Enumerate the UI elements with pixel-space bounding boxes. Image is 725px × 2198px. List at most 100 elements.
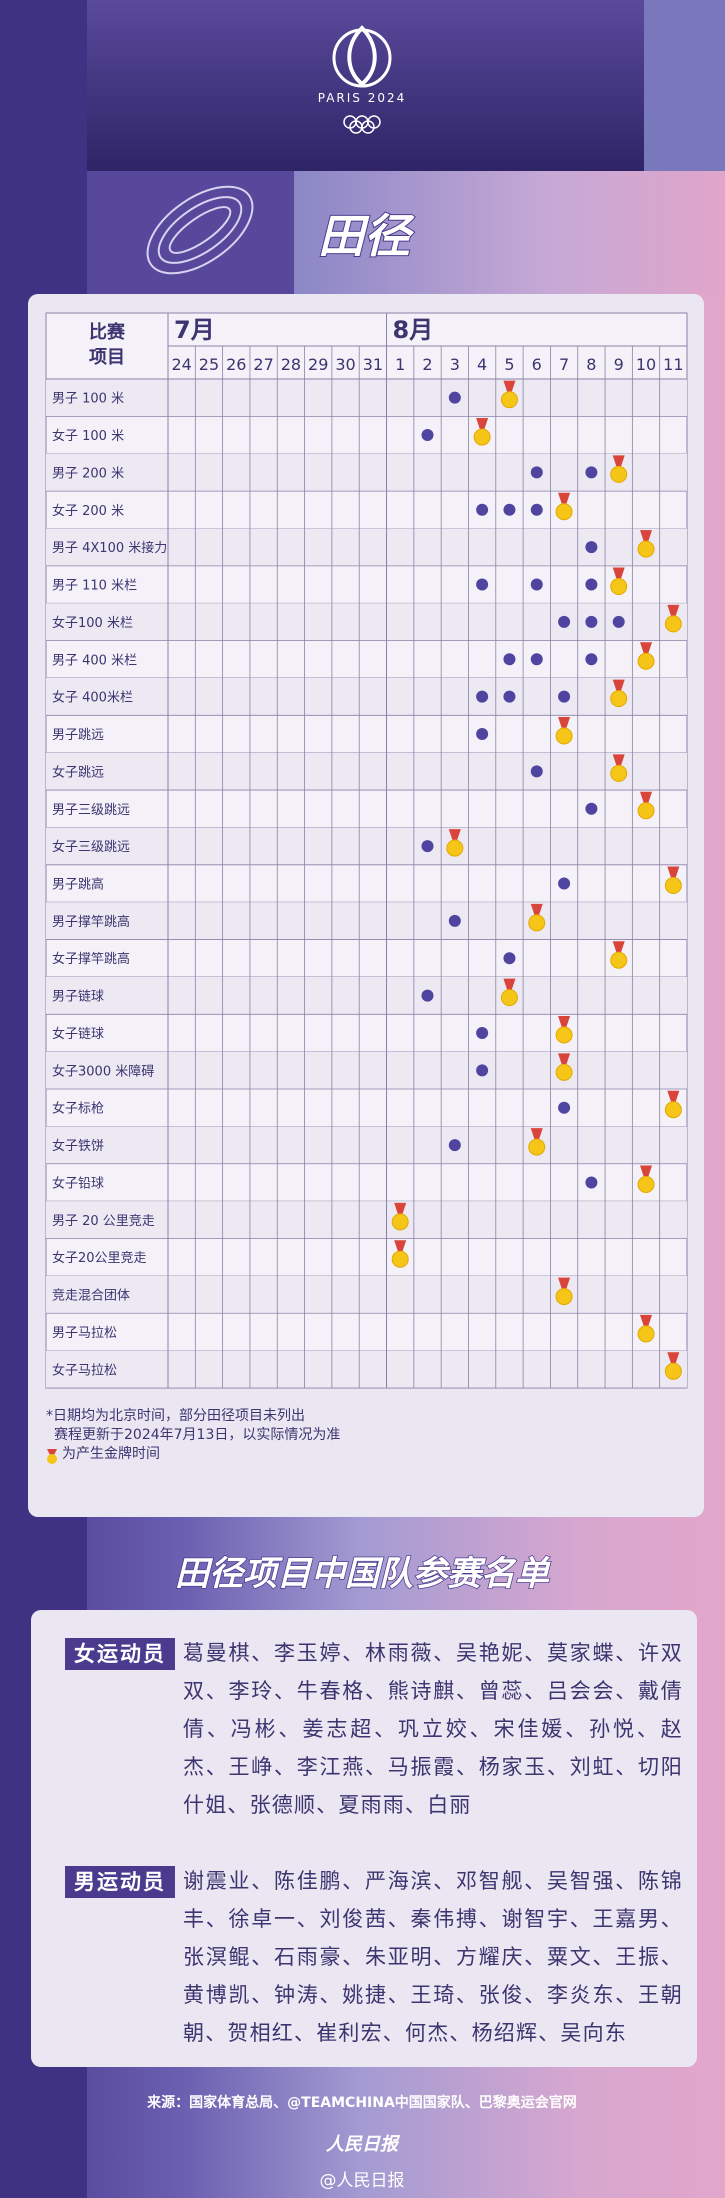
medal-ribbon bbox=[640, 1314, 653, 1327]
row-bg bbox=[46, 528, 687, 566]
medal bbox=[664, 1090, 682, 1119]
event-name: 男子撑竿跳高 bbox=[52, 914, 130, 930]
day-label: 2 bbox=[422, 355, 432, 374]
event-name: 女子20公里竞走 bbox=[52, 1250, 147, 1266]
medal bbox=[555, 492, 573, 521]
round-dot bbox=[476, 690, 489, 703]
source: 来源：国家体育总局、@TEAMCHINA中国国家队、巴黎奥运会官网 bbox=[146, 2094, 577, 2111]
group-names: 谢震业、陈佳鹏、严海滨、邓智舰、吴智强、陈锦丰、徐卓一、刘俊茜、秦伟搏、谢智宇、… bbox=[183, 1869, 683, 2045]
row-bg bbox=[46, 752, 687, 791]
medal-disc bbox=[664, 1101, 682, 1119]
row-bg bbox=[46, 827, 687, 865]
day-label: 10 bbox=[636, 355, 656, 374]
month-label: 7月 bbox=[174, 316, 215, 344]
round-dot bbox=[476, 503, 489, 516]
day-label: 31 bbox=[363, 355, 383, 374]
day-label: 5 bbox=[504, 355, 514, 374]
medal-ribbon bbox=[558, 492, 571, 505]
row-bg bbox=[46, 1350, 687, 1388]
event-name: 女子 100 米 bbox=[52, 428, 124, 444]
medal bbox=[637, 642, 655, 670]
round-dot bbox=[421, 989, 434, 1002]
day-label: 26 bbox=[226, 355, 246, 374]
medal-ribbon bbox=[640, 791, 653, 804]
medal-disc bbox=[528, 914, 546, 932]
corner-label: 项目 bbox=[89, 347, 125, 368]
event-name: 女子三级跳远 bbox=[52, 839, 130, 855]
track-icon bbox=[146, 185, 254, 275]
title: 田径 bbox=[318, 209, 415, 263]
olympic-rings bbox=[343, 115, 381, 134]
medal bbox=[555, 1015, 573, 1044]
event-name: 男子 200 米 bbox=[52, 466, 124, 481]
medal-disc bbox=[610, 465, 628, 483]
medal-disc bbox=[664, 876, 682, 894]
medal-disc bbox=[555, 1288, 573, 1306]
row-bg bbox=[46, 1051, 687, 1090]
medal-disc bbox=[500, 989, 518, 1007]
header-right bbox=[644, 0, 725, 171]
round-dot bbox=[503, 653, 516, 666]
event-name: 女子 400米栏 bbox=[52, 690, 133, 706]
day-label: 7 bbox=[559, 355, 569, 374]
event-name: 男子 20 公里竞走 bbox=[52, 1213, 155, 1229]
medal bbox=[637, 791, 655, 820]
medal-disc bbox=[47, 1453, 57, 1464]
medal bbox=[610, 455, 628, 483]
day-label: 1 bbox=[395, 355, 405, 374]
medal bbox=[610, 679, 628, 708]
day-label: 24 bbox=[171, 355, 191, 374]
round-dot bbox=[612, 615, 625, 628]
medal-disc bbox=[555, 1063, 573, 1081]
medal-ribbon bbox=[667, 866, 680, 879]
medal bbox=[610, 754, 628, 782]
roster-card bbox=[31, 1610, 697, 2067]
round-dot bbox=[476, 728, 489, 741]
round-dot bbox=[558, 615, 571, 628]
row-bg bbox=[46, 379, 687, 417]
event-name: 男子链球 bbox=[52, 990, 104, 1005]
medal-disc bbox=[500, 391, 518, 409]
medal-ribbon bbox=[640, 1165, 653, 1178]
medal-disc bbox=[637, 802, 655, 820]
medal-ribbon bbox=[612, 941, 625, 954]
medal bbox=[555, 717, 573, 745]
medal-ribbon bbox=[667, 1352, 680, 1365]
medal-ribbon bbox=[503, 978, 516, 991]
medal-disc bbox=[610, 764, 628, 782]
roster-title: 田径项目中国队参赛名单 bbox=[175, 1554, 551, 1594]
medal-disc bbox=[391, 1250, 409, 1268]
medal bbox=[664, 604, 682, 633]
medal-disc bbox=[391, 1213, 409, 1231]
footer-logo: 人民日报 bbox=[326, 2134, 401, 2155]
logo-ring bbox=[332, 28, 392, 88]
day-label: 28 bbox=[281, 355, 301, 374]
medal-ribbon bbox=[558, 1277, 571, 1290]
round-dot bbox=[421, 429, 434, 442]
title-band bbox=[294, 171, 725, 294]
medal-disc bbox=[637, 652, 655, 670]
day-label: 9 bbox=[614, 355, 624, 374]
event-name: 女子 200 米 bbox=[52, 503, 124, 519]
round-dot bbox=[503, 952, 516, 965]
medal bbox=[528, 903, 546, 932]
medal bbox=[664, 866, 682, 894]
month-label: 8月 bbox=[393, 316, 434, 344]
event-name: 男子三级跳远 bbox=[52, 803, 130, 818]
footer-account: @人民日报 bbox=[320, 2171, 405, 2191]
medal-ribbon bbox=[558, 717, 571, 730]
event-name: 男子 110 米栏 bbox=[52, 579, 137, 594]
event-name: 女子铅球 bbox=[52, 1175, 104, 1191]
medal-ribbon bbox=[476, 418, 489, 431]
medal bbox=[664, 1352, 682, 1380]
row-bg bbox=[46, 1275, 687, 1314]
note: 为产生金牌时间 bbox=[62, 1445, 160, 1462]
corner-label: 比赛 bbox=[89, 321, 126, 343]
event-name: 女子链球 bbox=[52, 1026, 104, 1042]
medal-ribbon bbox=[558, 1015, 571, 1028]
row-bg bbox=[46, 453, 687, 492]
round-dot bbox=[530, 653, 543, 666]
round-dot bbox=[585, 541, 598, 554]
medal-ribbon bbox=[47, 1448, 57, 1455]
